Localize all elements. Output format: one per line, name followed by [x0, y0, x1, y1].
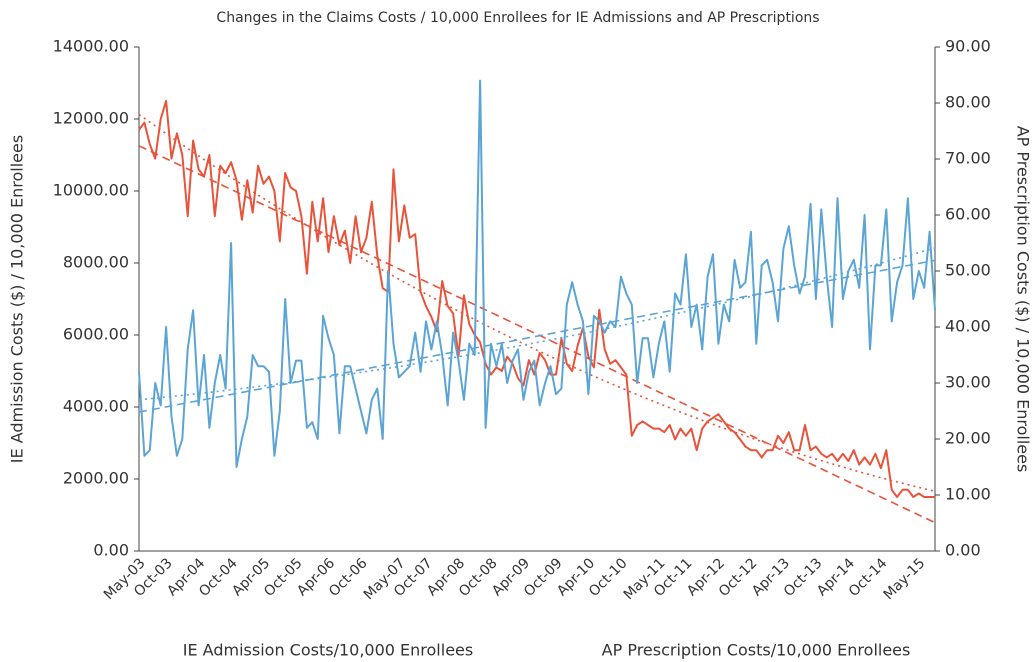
y2-tick-label: 10.00 — [945, 485, 991, 504]
y2-tick-label: 70.00 — [945, 149, 991, 168]
y-tick-label: 2000.00 — [63, 469, 129, 488]
y-tick-label: 6000.00 — [63, 325, 129, 344]
y2-tick-label: 50.00 — [945, 261, 991, 280]
data-line — [138, 100, 935, 498]
chart-title: Changes in the Claims Costs / 10,000 Enr… — [216, 10, 819, 26]
y-tick-label: 8000.00 — [63, 253, 129, 272]
trendline — [138, 259, 936, 413]
x-tick-label: May-15 — [881, 555, 929, 603]
y-tick-label: 12000.00 — [53, 109, 129, 128]
y2-tick-label: 30.00 — [945, 373, 991, 392]
trendline — [138, 247, 936, 401]
y2-tick-label: 20.00 — [945, 429, 991, 448]
y2-tick-label: 60.00 — [945, 205, 991, 224]
legend-label: AP Prescription Costs/10,000 Enrollees — [602, 641, 911, 660]
trendline — [138, 113, 936, 493]
y-tick-label: 0.00 — [93, 541, 129, 560]
data-line — [138, 79, 936, 468]
y-tick-label: 4000.00 — [63, 397, 129, 416]
trendline — [138, 145, 936, 524]
y2-tick-label: 90.00 — [945, 37, 991, 56]
y-tick-label: 14000.00 — [53, 37, 129, 56]
y2-tick-label: 80.00 — [945, 93, 991, 112]
y2-axis-title: AP Prescription Costs ($) / 10,000 Enrol… — [1014, 126, 1033, 473]
y-axis-title: IE Admission Costs ($) / 10,000 Enrollee… — [8, 135, 27, 463]
legend-label: IE Admission Costs/10,000 Enrollees — [183, 641, 473, 660]
y2-tick-label: 0.00 — [945, 541, 981, 560]
y2-tick-label: 40.00 — [945, 317, 991, 336]
y-tick-label: 10000.00 — [53, 181, 129, 200]
